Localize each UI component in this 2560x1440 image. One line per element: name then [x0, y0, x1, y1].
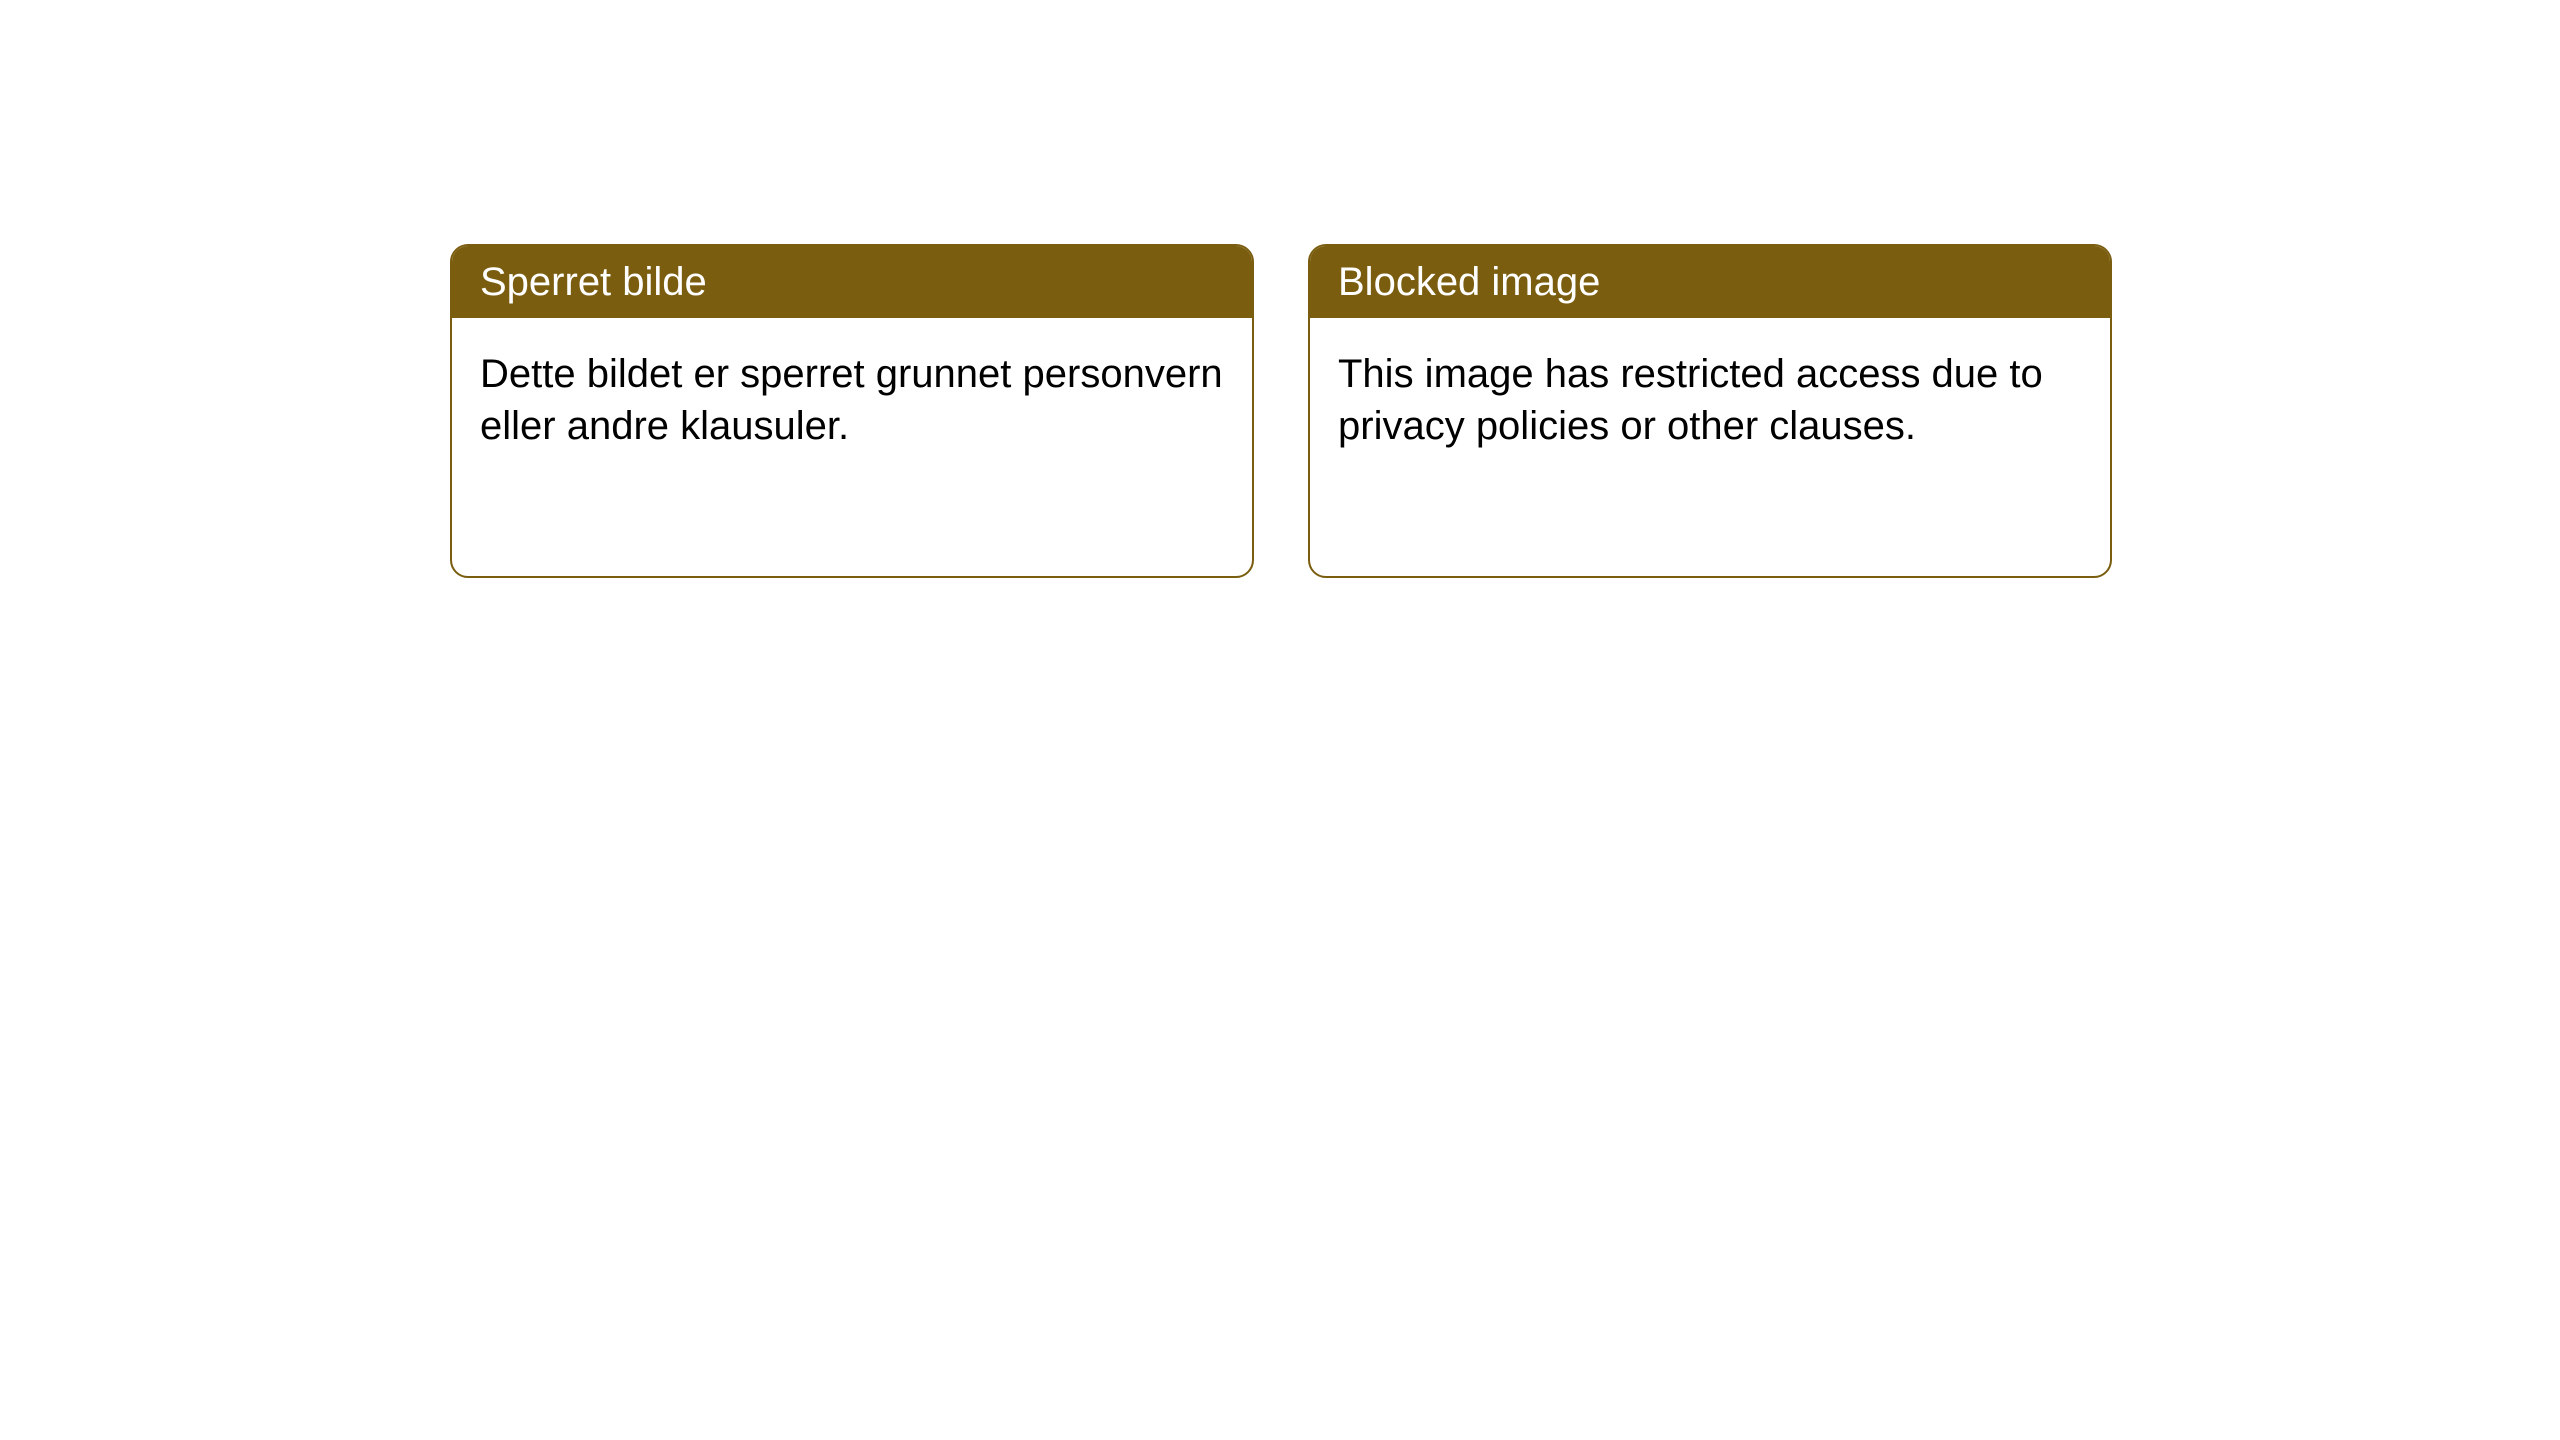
- notice-card-norwegian: Sperret bilde Dette bildet er sperret gr…: [450, 244, 1254, 578]
- notice-body-norwegian: Dette bildet er sperret grunnet personve…: [452, 318, 1252, 482]
- notice-title-english: Blocked image: [1310, 246, 2110, 318]
- notice-card-english: Blocked image This image has restricted …: [1308, 244, 2112, 578]
- notice-title-norwegian: Sperret bilde: [452, 246, 1252, 318]
- notice-container: Sperret bilde Dette bildet er sperret gr…: [0, 0, 2560, 578]
- notice-body-english: This image has restricted access due to …: [1310, 318, 2110, 482]
